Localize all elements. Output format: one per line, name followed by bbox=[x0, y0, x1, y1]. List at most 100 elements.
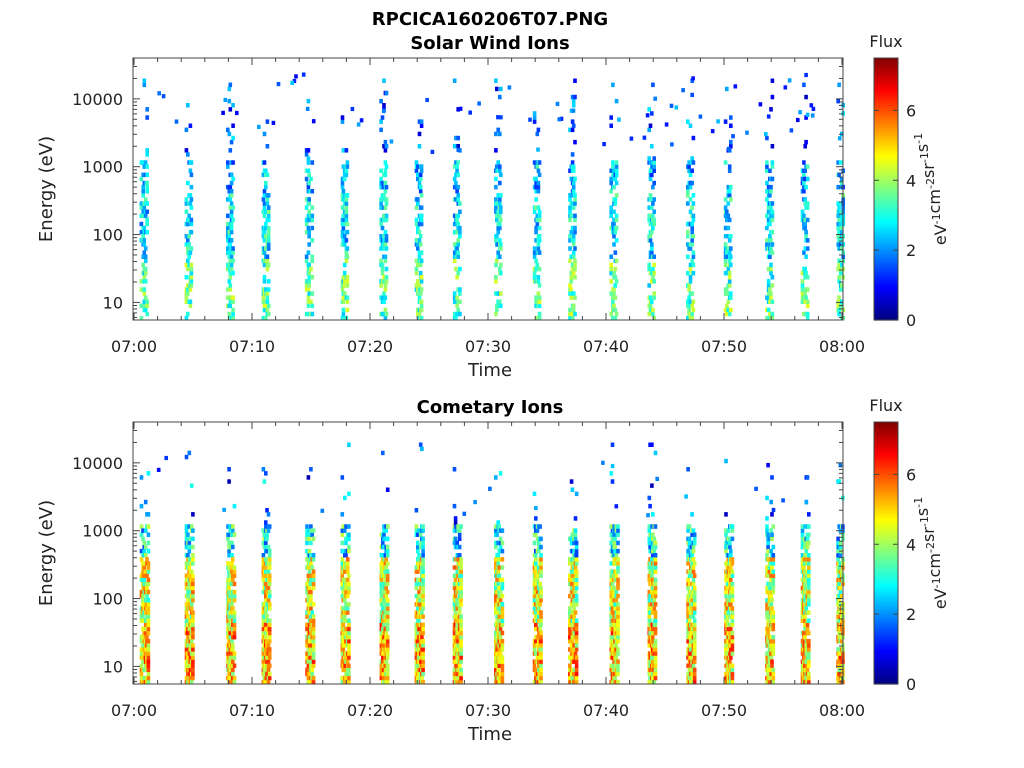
flux-cell bbox=[382, 109, 386, 114]
colorbar-segment bbox=[874, 197, 898, 201]
flux-cell bbox=[264, 557, 268, 562]
flux-cell bbox=[191, 663, 195, 668]
flux-cell bbox=[307, 180, 311, 186]
figure-title: RPCICA160206T07.PNG bbox=[372, 9, 608, 30]
flux-cell bbox=[688, 209, 693, 214]
flux-cell bbox=[305, 655, 309, 660]
flux-cell bbox=[500, 675, 505, 681]
flux-cell bbox=[612, 217, 616, 223]
flux-cell bbox=[142, 675, 146, 681]
flux-cell bbox=[539, 630, 543, 636]
flux-cell bbox=[500, 679, 505, 685]
flux-cell bbox=[652, 254, 656, 259]
flux-cell bbox=[311, 663, 316, 668]
flux-cell bbox=[729, 197, 733, 202]
flux-cell bbox=[647, 536, 652, 542]
flux-cell bbox=[650, 483, 654, 488]
colorbar-segment bbox=[874, 79, 898, 83]
flux-cell bbox=[145, 634, 149, 640]
flux-cell bbox=[385, 663, 390, 668]
flux-cell bbox=[730, 581, 735, 587]
flux-cell bbox=[228, 577, 232, 583]
flux-cell bbox=[304, 254, 309, 259]
flux-cell bbox=[771, 626, 776, 632]
flux-cell bbox=[725, 291, 729, 296]
flux-cell bbox=[264, 184, 268, 190]
flux-cell bbox=[311, 630, 316, 636]
flux-cell bbox=[725, 614, 730, 619]
flux-cell bbox=[416, 201, 420, 206]
flux-cell bbox=[692, 561, 697, 566]
flux-cell bbox=[417, 144, 422, 149]
flux-cell bbox=[724, 544, 728, 550]
flux-cell bbox=[569, 108, 574, 113]
flux-cell bbox=[498, 643, 503, 648]
flux-cell bbox=[652, 221, 656, 227]
flux-cell bbox=[730, 524, 735, 529]
flux-cell bbox=[804, 94, 808, 100]
flux-cell bbox=[692, 536, 697, 542]
flux-cell bbox=[184, 127, 189, 133]
flux-cell bbox=[342, 283, 347, 288]
flux-cell bbox=[414, 160, 419, 165]
flux-cell bbox=[139, 589, 144, 595]
flux-cell bbox=[340, 532, 345, 537]
flux-cell bbox=[573, 275, 577, 280]
colorbar-frame bbox=[873, 57, 899, 321]
colorbar-segment bbox=[874, 62, 898, 66]
flux-cell bbox=[614, 279, 619, 284]
flux-cell bbox=[228, 270, 233, 276]
flux-cell bbox=[653, 589, 658, 595]
flux-cell bbox=[688, 172, 693, 178]
flux-cell bbox=[532, 115, 537, 120]
flux-cell bbox=[420, 610, 424, 615]
flux-cell bbox=[416, 242, 420, 247]
flux-cell bbox=[535, 164, 540, 169]
flux-cell bbox=[730, 593, 735, 599]
flux-cell bbox=[574, 593, 579, 599]
flux-cell bbox=[139, 205, 144, 210]
colorbar-segment bbox=[874, 269, 898, 273]
flux-cell bbox=[609, 602, 614, 607]
flux-cell bbox=[771, 573, 776, 578]
flux-cell bbox=[340, 540, 345, 546]
flux-cell bbox=[143, 528, 148, 533]
flux-cell bbox=[611, 82, 615, 88]
flux-cell bbox=[500, 647, 505, 652]
flux-cell bbox=[187, 524, 192, 529]
flux-cell bbox=[537, 217, 542, 223]
flux-cell bbox=[497, 593, 502, 599]
flux-cell bbox=[266, 209, 271, 214]
flux-cell bbox=[343, 614, 347, 619]
flux-cell bbox=[688, 275, 693, 280]
flux-cell bbox=[571, 123, 576, 128]
flux-cell bbox=[691, 614, 696, 619]
flux-cell bbox=[345, 577, 350, 583]
flux-cell bbox=[789, 128, 794, 133]
flux-cell bbox=[783, 85, 788, 90]
flux-cell bbox=[840, 246, 844, 251]
flux-cell bbox=[232, 675, 237, 681]
flux-cell bbox=[499, 115, 503, 120]
flux-cell bbox=[385, 524, 390, 529]
flux-cell bbox=[691, 307, 696, 313]
flux-cell bbox=[805, 536, 810, 542]
flux-cell bbox=[231, 205, 235, 210]
flux-cell bbox=[724, 630, 728, 636]
flux-cell bbox=[342, 176, 347, 182]
flux-cell bbox=[768, 221, 772, 227]
x-tick-label: 07:20 bbox=[347, 337, 393, 356]
flux-cell bbox=[569, 479, 574, 484]
flux-cell bbox=[227, 532, 231, 537]
flux-cell bbox=[807, 561, 811, 566]
flux-cell bbox=[805, 205, 810, 210]
colorbar-segment bbox=[874, 221, 898, 225]
flux-cell bbox=[729, 626, 733, 632]
flux-cell bbox=[453, 585, 458, 591]
flux-cell bbox=[452, 78, 457, 83]
flux-cell bbox=[232, 618, 237, 623]
flux-cell bbox=[730, 639, 735, 644]
flux-cell bbox=[145, 184, 149, 190]
flux-cell bbox=[569, 577, 574, 583]
